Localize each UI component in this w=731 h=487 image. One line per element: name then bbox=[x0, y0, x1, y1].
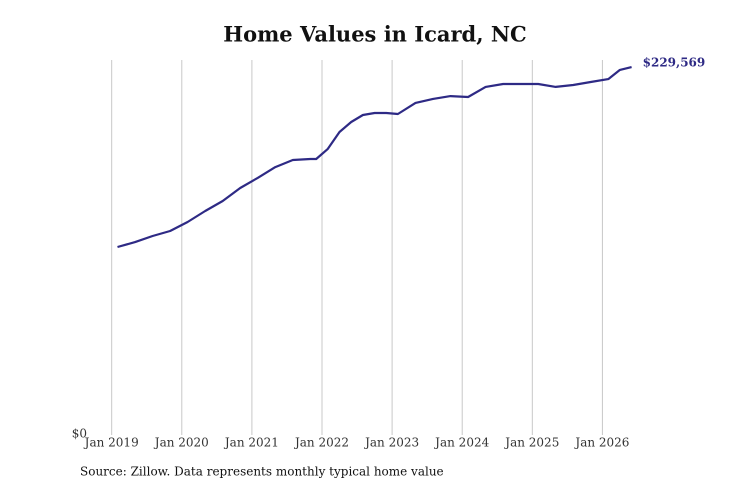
source-note: Source: Zillow. Data represents monthly … bbox=[80, 465, 444, 479]
x-tick-label: Jan 2023 bbox=[363, 436, 419, 450]
x-tick-label: Jan 2022 bbox=[293, 436, 349, 450]
x-tick-label: Jan 2019 bbox=[83, 436, 139, 450]
x-tick-label: Jan 2021 bbox=[223, 436, 279, 450]
x-tick-label: Jan 2024 bbox=[433, 436, 489, 450]
value-label: $229,569 bbox=[643, 56, 706, 70]
x-tick-label: Jan 2026 bbox=[573, 436, 629, 450]
y-tick-label: $0 bbox=[72, 427, 87, 441]
line bbox=[117, 66, 632, 249]
x-tick-label: Jan 2020 bbox=[153, 436, 209, 450]
chart-title: Home Values in Icard, NC bbox=[223, 22, 527, 47]
x-tick-label: Jan 2025 bbox=[503, 436, 559, 450]
